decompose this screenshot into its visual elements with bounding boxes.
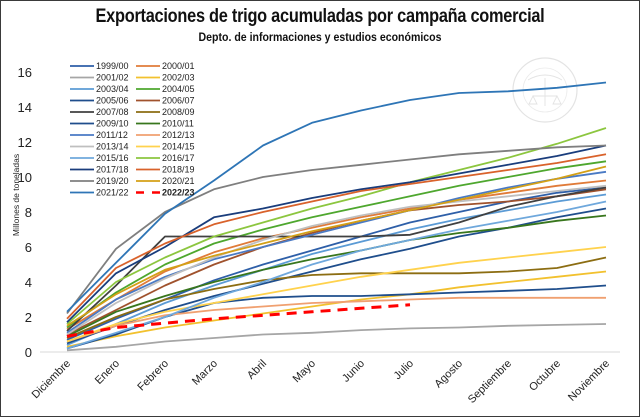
legend-item: 2018/19 <box>136 165 195 175</box>
legend-label: 2008/09 <box>162 107 195 117</box>
legend-label: 2022/23 <box>162 188 195 198</box>
series-line-2014-15 <box>66 246 607 343</box>
legend-item: 2002/03 <box>136 73 195 83</box>
legend-item: 2008/09 <box>136 107 195 117</box>
series-line-2007-08 <box>66 186 607 332</box>
series-line-2020-21 <box>66 165 607 327</box>
legend-item: 2012/13 <box>136 130 195 140</box>
legend-label: 2013/14 <box>96 142 129 152</box>
legend-item: 2013/14 <box>70 142 129 152</box>
series-line-2003-04 <box>66 193 607 346</box>
legend-item: 2021/22 <box>70 188 129 198</box>
series-line-2000-01 <box>66 179 607 331</box>
legend-item: 2020/21 <box>136 176 195 186</box>
y-tick-label: 14 <box>18 100 32 115</box>
y-tick-label: 12 <box>18 135 32 150</box>
series-line-2008-09 <box>66 256 607 339</box>
y-tick-label: 8 <box>25 205 32 220</box>
series-line-2011-12 <box>66 170 607 334</box>
x-tick-label: Enero <box>93 358 122 387</box>
legend-label: 2005/06 <box>96 96 129 106</box>
legend-label: 1999/00 <box>96 61 129 71</box>
legend-label: 2017/18 <box>96 165 129 175</box>
legend-item: 2022/23 <box>136 188 195 198</box>
legend-label: 2015/16 <box>96 153 129 163</box>
series-line-2018-19 <box>66 153 607 320</box>
legend-item: 2007/08 <box>70 107 129 117</box>
series-line-2012-13 <box>66 296 606 343</box>
legend-label: 2009/10 <box>96 119 129 129</box>
series-line-2013-14 <box>66 184 607 336</box>
x-tick-label: Diciembre <box>30 358 73 401</box>
legend-label: 2001/02 <box>96 73 129 83</box>
legend-item: 2006/07 <box>136 96 195 106</box>
legend-label: 2006/07 <box>162 96 195 106</box>
x-tick-label: Septiembre <box>466 358 514 406</box>
series-line-2016-17 <box>66 127 607 325</box>
legend-item: 2003/04 <box>70 84 129 94</box>
series-line-2017-18 <box>66 144 607 323</box>
legend-label: 2000/01 <box>162 61 195 71</box>
chart-subtitle: Depto. de informaciones y estudios econó… <box>198 30 442 44</box>
chart-title: Exportaciones de trigo acumuladas por ca… <box>95 6 545 27</box>
x-tick-label: Mayo <box>291 358 319 386</box>
legend-label: 2020/21 <box>162 176 195 186</box>
y-tick-label: 16 <box>18 65 32 80</box>
legend-item: 2017/18 <box>70 165 129 175</box>
legend-label: 2016/17 <box>162 153 195 163</box>
x-tick-label: Julio <box>392 358 416 382</box>
series-line-2006-07 <box>66 188 607 336</box>
legend-label: 2002/03 <box>162 73 195 83</box>
y-tick-label: 10 <box>18 170 32 185</box>
series-line-2010-11 <box>66 214 607 338</box>
series-line-2015-16 <box>66 200 607 350</box>
legend-label: 2010/11 <box>162 119 194 129</box>
series-line-2022-23 <box>66 303 411 338</box>
legend-item: 2014/15 <box>136 142 195 152</box>
x-tick-label: Marzo <box>190 358 220 388</box>
series-line-2001-02 <box>66 323 607 352</box>
legend-label: 2011/12 <box>96 130 128 140</box>
legend-item: 2011/12 <box>70 130 128 140</box>
y-tick-label: 2 <box>25 310 32 325</box>
x-tick-label: Octubre <box>527 358 563 394</box>
legend-item: 2009/10 <box>70 119 129 129</box>
legend-item: 2016/17 <box>136 153 195 163</box>
x-tick-label: Abril <box>245 358 269 382</box>
legend-item: 2015/16 <box>70 153 129 163</box>
legend-label: 2021/22 <box>96 188 129 198</box>
x-tick-label: Noviembre <box>566 358 612 404</box>
legend-label: 2003/04 <box>96 84 129 94</box>
series-line-2002-03 <box>66 270 607 348</box>
legend-label: 2007/08 <box>96 107 129 117</box>
series-line-2019-20 <box>66 144 607 315</box>
legend-item: 2001/02 <box>70 73 129 83</box>
legend-label: 2004/05 <box>162 84 195 94</box>
y-axis-label: Millones de toneladas <box>11 154 21 236</box>
legend-item: 2019/20 <box>70 176 129 186</box>
y-tick-label: 4 <box>25 275 32 290</box>
x-tick-label: Febrero <box>135 358 171 394</box>
y-tick-label: 6 <box>25 240 32 255</box>
legend-item: 2000/01 <box>136 61 195 71</box>
legend-label: 2012/13 <box>162 130 195 140</box>
y-tick-label: 0 <box>25 345 32 360</box>
legend-label: 2019/20 <box>96 176 129 186</box>
legend-item: 2004/05 <box>136 84 195 94</box>
x-tick-label: Agosto <box>432 358 465 391</box>
series-line-2021-22 <box>66 81 607 313</box>
legend-label: 2014/15 <box>162 142 195 152</box>
series-line-2004-05 <box>66 160 607 329</box>
legend-label: 2018/19 <box>162 165 195 175</box>
legend-item: 1999/00 <box>70 61 129 71</box>
legend-item: 2005/06 <box>70 96 129 106</box>
legend-item: 2010/11 <box>136 119 194 129</box>
x-tick-label: Junio <box>340 358 367 385</box>
